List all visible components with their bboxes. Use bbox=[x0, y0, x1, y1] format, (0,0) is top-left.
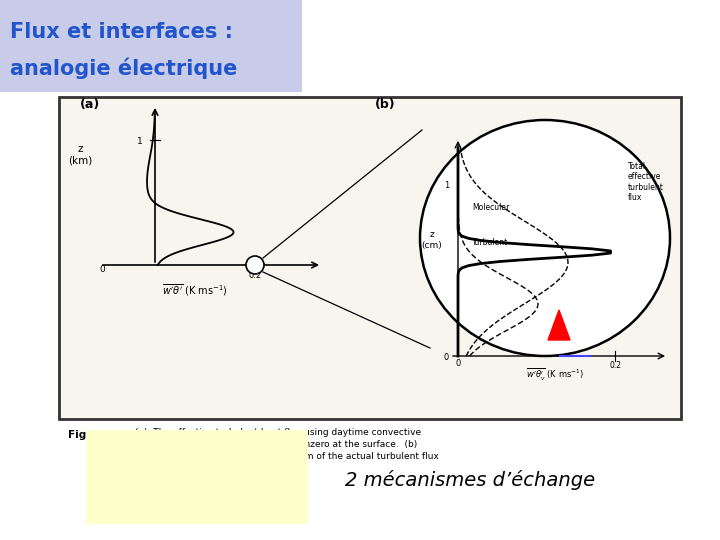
Text: $r_T =$: $r_T =$ bbox=[100, 471, 136, 489]
Text: $+$: $+$ bbox=[194, 471, 210, 489]
Text: 0.2: 0.2 bbox=[609, 361, 621, 370]
Text: $\overline{w'\theta_v'}$ (K ms$^{-1}$): $\overline{w'\theta_v'}$ (K ms$^{-1}$) bbox=[526, 367, 584, 383]
Text: 0: 0 bbox=[455, 359, 461, 368]
FancyBboxPatch shape bbox=[59, 97, 681, 419]
Text: 0: 0 bbox=[99, 265, 105, 274]
Text: $1$: $1$ bbox=[222, 449, 234, 467]
Text: Turbulent: Turbulent bbox=[472, 238, 508, 247]
Text: 0: 0 bbox=[444, 353, 449, 362]
Polygon shape bbox=[548, 310, 570, 340]
Circle shape bbox=[246, 256, 264, 274]
Text: Molecular: Molecular bbox=[472, 203, 509, 212]
Text: $r_a$: $r_a$ bbox=[220, 483, 235, 501]
Text: 2 mécanismes d’échange: 2 mécanismes d’échange bbox=[345, 470, 595, 490]
Text: $1$: $1$ bbox=[172, 449, 184, 467]
Text: 1: 1 bbox=[138, 138, 143, 146]
Text: (a): (a) bbox=[80, 98, 100, 111]
Text: Total
effective
turbulent
flux: Total effective turbulent flux bbox=[628, 162, 664, 202]
FancyBboxPatch shape bbox=[0, 0, 302, 92]
Text: z
(cm): z (cm) bbox=[422, 230, 442, 249]
Text: analogie électrique: analogie électrique bbox=[10, 57, 238, 79]
Text: $r_c$: $r_c$ bbox=[171, 483, 186, 501]
Text: (a)  The effective turbulent heat flux using daytime convective
conditions as an: (a) The effective turbulent heat flux us… bbox=[135, 428, 439, 472]
Text: Flux et interfaces :: Flux et interfaces : bbox=[10, 22, 233, 42]
FancyBboxPatch shape bbox=[86, 430, 308, 524]
Text: z
(km): z (km) bbox=[68, 144, 92, 166]
Ellipse shape bbox=[420, 120, 670, 356]
Text: (b): (b) bbox=[375, 98, 395, 111]
Text: $\overline{w'\theta'}$ (K ms$^{-1}$): $\overline{w'\theta'}$ (K ms$^{-1}$) bbox=[162, 283, 228, 299]
Text: Fig. 7.1: Fig. 7.1 bbox=[68, 430, 112, 440]
Text: 0.2: 0.2 bbox=[248, 271, 261, 280]
Text: 1: 1 bbox=[444, 180, 449, 190]
